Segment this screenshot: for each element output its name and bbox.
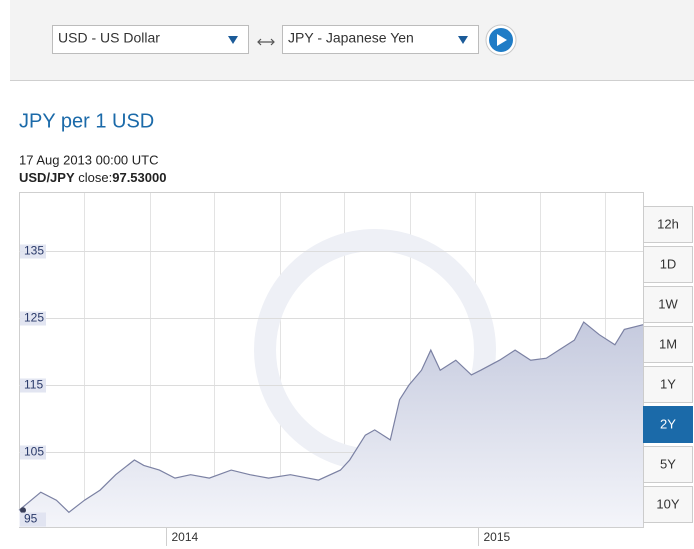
y-tick-bg	[20, 244, 46, 259]
range-button[interactable]: 10Y	[643, 486, 693, 523]
y-tick-bg	[20, 378, 46, 393]
x-tick-label: 2014	[172, 530, 199, 544]
y-tick-label: 115	[24, 378, 43, 392]
close-value: 97.53000	[112, 170, 166, 185]
x-tick-label: 2015	[484, 530, 511, 544]
price-line	[18, 321, 644, 514]
range-button[interactable]: 1D	[643, 246, 693, 283]
range-button[interactable]: 1Y	[643, 366, 693, 403]
y-tick-label: 105	[24, 445, 44, 459]
range-button[interactable]: 1M	[643, 326, 693, 363]
page-title: JPY per 1 USD	[19, 110, 154, 132]
range-button[interactable]: 5Y	[643, 446, 693, 483]
close-line: USD/JPY close:97.53000	[19, 170, 166, 185]
y-tick-bg	[20, 311, 46, 326]
range-button-bg	[643, 366, 693, 403]
range-button-bg	[643, 406, 693, 443]
range-button[interactable]: 1W	[643, 286, 693, 323]
to-currency: JPY - Japanese Yen	[288, 30, 414, 46]
range-button-bg	[643, 326, 693, 363]
range-button-bg	[643, 446, 693, 483]
range-button-label: 5Y	[660, 456, 676, 471]
y-tick-bg	[20, 512, 46, 527]
plot	[18, 321, 644, 527]
timestamp: 17 Aug 2013 00:00 UTC	[19, 152, 159, 167]
pair: USD/JPY	[19, 170, 75, 185]
range-button-bg	[643, 486, 693, 523]
y-tick-label: 125	[24, 311, 44, 325]
y-tick-label: 135	[24, 244, 44, 258]
range-button-label: 12h	[657, 216, 679, 231]
area-fill	[19, 322, 643, 527]
range-button-bg	[643, 286, 693, 323]
range-button-bg	[643, 206, 693, 243]
range-button-label: 2Y	[660, 416, 676, 431]
close-label: close:	[78, 170, 112, 185]
range-button-label: 1M	[659, 336, 677, 351]
swap-icon[interactable]	[257, 38, 275, 46]
range-button-label: 10Y	[656, 496, 679, 511]
range-button-bg	[643, 246, 693, 283]
to-select[interactable]: JPY - Japanese Yen	[282, 25, 479, 54]
range-button-label: 1Y	[660, 376, 676, 391]
range-button-label: 1D	[660, 256, 677, 271]
from-currency: USD - US Dollar	[58, 30, 160, 46]
range-buttons: 12h 1D 1W 1M 1Y 2Y 5Y 10Y	[643, 206, 693, 523]
range-button-label: 1W	[658, 296, 678, 311]
range-button[interactable]: 2Y	[643, 406, 693, 443]
range-button[interactable]: 12h	[643, 206, 693, 243]
ticks: 95 105 115 125 135 2014 2015	[20, 244, 511, 546]
y-tick-bg	[20, 445, 46, 460]
y-tick-label: 95	[24, 512, 38, 526]
start-point	[20, 507, 26, 514]
go-button[interactable]	[485, 24, 517, 56]
from-select[interactable]: USD - US Dollar	[52, 25, 249, 54]
